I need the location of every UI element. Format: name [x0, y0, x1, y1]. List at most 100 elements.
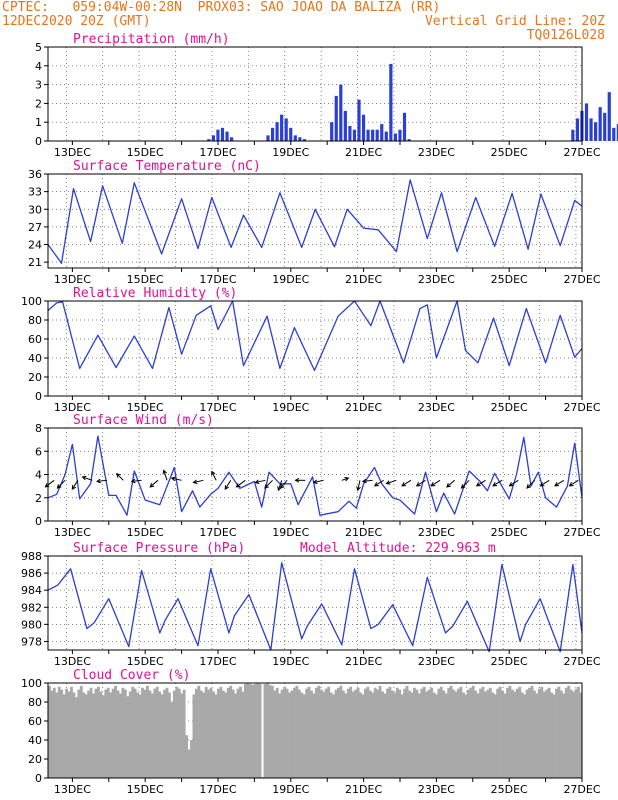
model-altitude-value: 229.963 — [425, 541, 480, 556]
cloud-bar — [461, 692, 465, 778]
panel-title-cloud: Cloud Cover (%) — [73, 668, 190, 683]
cloud-bar — [344, 693, 348, 778]
cloud-bar — [577, 686, 580, 778]
panel-frame — [47, 555, 583, 651]
cloud-bar — [185, 735, 189, 778]
precip-bar — [616, 124, 618, 141]
precip-bar — [352, 129, 357, 141]
panel-precip: Precipitation (mm/h) 0 1 2 3 4 5 13DEC 15DEC 17DE… — [35, 32, 618, 159]
cloud-bar — [55, 692, 59, 778]
precip-bar — [207, 139, 211, 141]
precip-bar — [398, 129, 402, 141]
cloud-bar — [111, 688, 115, 778]
cloud-bar — [297, 689, 301, 778]
cloud-bar — [126, 696, 130, 778]
wind-arrow-head — [162, 469, 168, 475]
cloud-bar — [486, 689, 490, 778]
cloud-bar — [145, 685, 149, 778]
cloud-bar — [354, 689, 358, 778]
x-tick-label: 23DEC — [418, 526, 455, 539]
wind-arrow — [362, 479, 373, 482]
cloud-bar — [243, 683, 247, 778]
cloud-bar — [506, 687, 509, 778]
cloud-bar — [217, 688, 220, 778]
wind-arrow-head — [385, 480, 391, 485]
cloud-bar — [525, 689, 529, 778]
cloud-bar — [535, 693, 539, 778]
y-tick-label: 984 — [21, 584, 42, 597]
precip-bar — [357, 99, 361, 141]
x-tick-label: 13DEC — [54, 146, 91, 159]
wind-arrow-head — [81, 475, 87, 481]
wind-arrow — [416, 479, 426, 487]
precip-bar — [589, 118, 593, 141]
wind-arrow — [357, 480, 361, 491]
cloud-bar — [498, 686, 502, 778]
y-tick-label: 60 — [28, 333, 42, 346]
panel-title-temp: Surface Temperature (nC) — [73, 159, 261, 174]
cloud-bar — [476, 693, 480, 778]
wind-arrow-head — [460, 484, 466, 489]
cloud-bar — [574, 688, 578, 778]
rh-series-line — [47, 300, 583, 372]
cloud-bar — [148, 690, 152, 778]
cloud-bar — [403, 688, 407, 778]
x-tick-label: 25DEC — [491, 401, 528, 414]
precip-bar — [302, 139, 306, 141]
wind-arrow-head — [401, 482, 407, 487]
cloud-bar — [334, 689, 338, 778]
cloud-bar — [226, 687, 230, 778]
wind-arrow-head — [554, 482, 560, 487]
cloud-bar — [454, 691, 458, 778]
cloud-bar — [569, 689, 573, 778]
cloud-bar — [280, 689, 284, 778]
x-tick-label: 17DEC — [199, 783, 236, 796]
wind-arrow — [236, 479, 246, 488]
precip-bar — [361, 114, 366, 141]
cloud-bar — [474, 690, 478, 778]
x-tick-label: 19DEC — [272, 273, 309, 286]
cloud-bar — [180, 693, 184, 778]
precip-bar — [211, 135, 215, 141]
wind-arrow-head — [170, 476, 176, 482]
cloud-bar — [141, 687, 144, 778]
cloud-bar — [165, 687, 169, 778]
x-tick-label: 25DEC — [491, 783, 528, 796]
panel-wind: Surface Wind (m/s) 0 2 4 6 8 13DEC 15DEC 17DEC 19… — [35, 413, 601, 539]
x-tick-label: 17DEC — [199, 273, 236, 286]
wind-arrow — [224, 480, 232, 490]
precip-bar — [284, 118, 288, 141]
precip-bar — [603, 112, 607, 141]
y-tick-label: 0 — [35, 390, 42, 403]
cloud-bar — [133, 688, 137, 778]
wind-arrow-head — [224, 485, 229, 490]
cloud-bar — [79, 685, 83, 778]
cloud-bar — [488, 687, 492, 778]
model-altitude-text: Model Altitude: — [300, 541, 417, 556]
wind-arrow — [446, 479, 455, 488]
y-tick-label: 60 — [28, 715, 42, 728]
x-tick-label: 13DEC — [54, 783, 91, 796]
cloud-bar — [405, 685, 409, 778]
y-tick-label: 8 — [35, 422, 42, 435]
y-tick-label: 4 — [35, 60, 42, 73]
wind-arrow — [280, 479, 288, 489]
wind-arrow — [540, 479, 550, 487]
cloud-bar — [74, 697, 78, 778]
precip-bar — [270, 127, 275, 141]
cloud-bar — [70, 686, 73, 778]
y-tick-label: 40 — [28, 352, 42, 365]
precip-bar — [293, 135, 297, 141]
panel-frame — [47, 46, 583, 142]
wind-arrow-head — [294, 477, 300, 483]
cloud-bar — [48, 685, 51, 778]
panel-title-rh: Relative Humidity (%) — [73, 286, 237, 301]
cloud-bar — [109, 692, 113, 778]
cloud-bar — [234, 693, 238, 778]
precip-bar — [389, 63, 393, 141]
cloud-bar — [158, 691, 162, 778]
y-tick-label: 0 — [35, 135, 42, 148]
wind-arrow — [277, 480, 283, 491]
wind-arrow — [401, 479, 412, 487]
cloud-bar — [312, 693, 316, 778]
